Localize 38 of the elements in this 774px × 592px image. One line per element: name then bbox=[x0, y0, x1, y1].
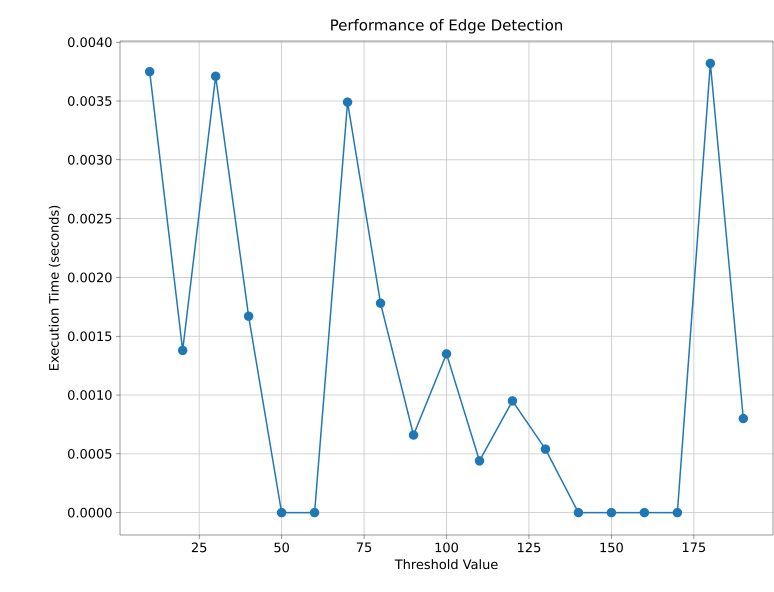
point bbox=[376, 298, 386, 308]
point bbox=[276, 508, 286, 518]
point bbox=[672, 508, 682, 518]
y-tick-label: 0.0035 bbox=[68, 96, 112, 106]
x-tick-label: 50 bbox=[274, 542, 289, 552]
point bbox=[210, 72, 220, 82]
point bbox=[408, 430, 418, 440]
x-tick-label: 150 bbox=[600, 542, 623, 552]
y-tick-label: 0.0020 bbox=[68, 272, 112, 282]
x-tick-label: 75 bbox=[356, 542, 372, 552]
x-axis-title: Threshold Value bbox=[394, 559, 498, 570]
y-axis-title: Execution Time (seconds) bbox=[48, 206, 60, 370]
x-tick-label: 100 bbox=[436, 542, 458, 552]
point bbox=[474, 456, 484, 466]
point bbox=[508, 396, 518, 406]
point bbox=[606, 508, 616, 518]
point bbox=[310, 508, 320, 518]
point bbox=[442, 349, 452, 359]
x-tick-label: 175 bbox=[682, 542, 706, 552]
y-tick-label: 0.0025 bbox=[68, 214, 112, 224]
point bbox=[738, 414, 748, 424]
point bbox=[640, 508, 650, 518]
y-tick-label: 0.0030 bbox=[68, 154, 112, 165]
point bbox=[244, 311, 254, 321]
y-tick-label: 0.0010 bbox=[68, 390, 112, 400]
point bbox=[540, 444, 550, 454]
x-tick-label: 125 bbox=[518, 542, 540, 552]
y-tick-label: 0.0000 bbox=[68, 508, 112, 518]
point bbox=[574, 508, 584, 518]
point bbox=[178, 346, 188, 356]
point bbox=[706, 58, 716, 68]
point bbox=[144, 66, 154, 76]
y-tick-label: 0.0015 bbox=[68, 331, 112, 342]
chart-title: Performance of Edge Detection bbox=[331, 19, 562, 34]
x-tick-label: 25 bbox=[192, 542, 206, 552]
y-tick-label: 0.0040 bbox=[68, 37, 112, 48]
point bbox=[342, 97, 352, 107]
y-tick-label: 0.0005 bbox=[68, 448, 112, 459]
